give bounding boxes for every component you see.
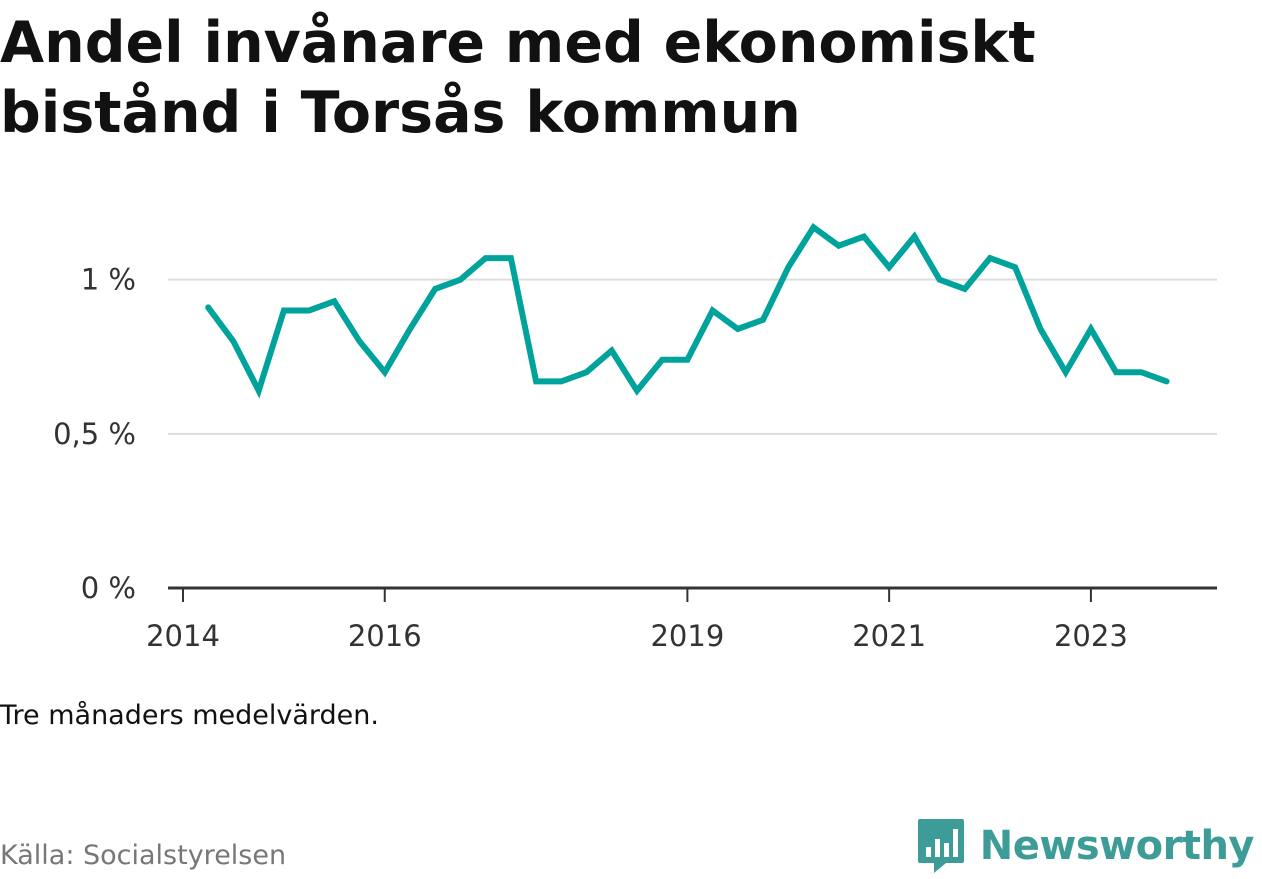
x-tick-label: 2019 [650,619,724,653]
y-tick-label: 1 % [81,263,136,297]
series-line [205,222,1170,399]
brand-name: Newsworthy [979,823,1255,869]
y-tick-label: 0 % [81,571,136,605]
chart-title: Andel invånare med ekonomiskt bistånd i … [0,10,1036,146]
brand-logo: Newsworthy [916,818,1255,874]
x-tick-label: 2014 [146,619,220,653]
y-tick-label: 0,5 % [53,417,136,451]
line-chart: 0 % 0,5 % 1 % 2014 2016 2019 2021 2023 [53,222,1217,653]
x-tick-label: 2016 [348,619,422,653]
source-text: Källa: Socialstyrelsen [0,840,287,871]
chart-note: Tre månaders medelvärden. [0,700,379,731]
x-axis-ticks: 2014 2016 2019 2021 2023 [146,588,1128,653]
bar-chart-speech-bubble-icon [917,819,964,873]
y-axis-ticks: 0 % 0,5 % 1 % [53,263,136,605]
grid-layer [168,278,1217,435]
x-tick-label: 2023 [1054,619,1128,653]
x-tick-label: 2021 [852,619,926,653]
